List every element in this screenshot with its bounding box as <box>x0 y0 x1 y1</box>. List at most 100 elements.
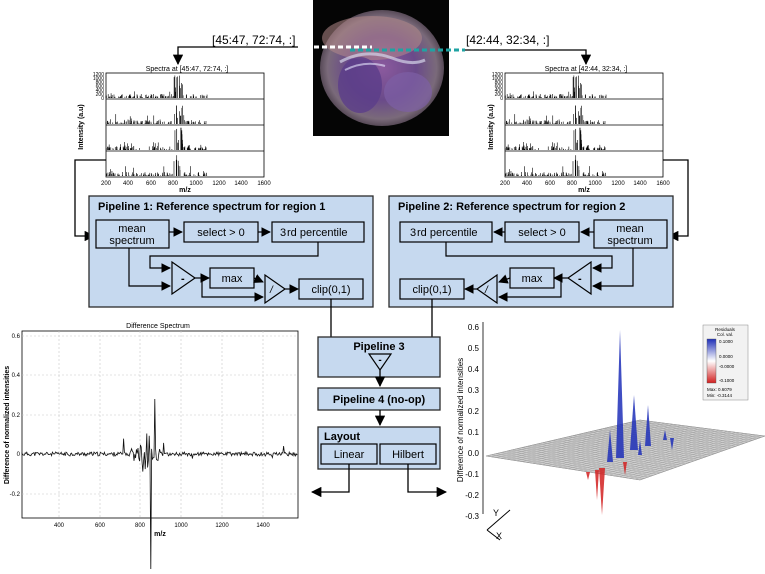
left-slice-label: [45:47, 72:74, :] <box>212 33 295 47</box>
arrow-to-left-spectra <box>172 46 298 66</box>
colorbar-min: Min: -0.3144 <box>707 393 733 398</box>
ytick: 0 <box>17 452 21 458</box>
ztick: -0.2 <box>465 491 479 500</box>
colorbar-title: Col. val. <box>717 332 733 337</box>
colorbar-title: Residuals <box>715 327 736 332</box>
right-spectra-xticks: 200 400 600 800 1000 1200 1400 1600 <box>500 181 670 187</box>
ytick: 0.2 <box>12 413 21 419</box>
ytick: 1000 <box>492 76 503 82</box>
ytick: 0.6 <box>12 334 21 340</box>
difference-trace <box>21 398 298 573</box>
surface-axis-x: X <box>496 531 502 541</box>
surface-spike <box>607 430 613 462</box>
pipeline3-panel: Pipeline 3 - <box>317 336 441 378</box>
layout-title: Layout <box>324 431 360 443</box>
pipeline2-panel: Pipeline 2: Reference spectrum for regio… <box>388 195 674 308</box>
surface-spike <box>663 430 667 440</box>
left-spectra-yticks: 1200 1000 800 600 400 200 0 <box>93 72 104 102</box>
xtick: 1600 <box>257 181 271 187</box>
surface-spike <box>586 472 590 480</box>
xtick: 800 <box>567 181 578 187</box>
pipeline1-max-label: max <box>222 273 243 285</box>
ztick: 0.3 <box>468 386 480 395</box>
right-spectra-ylabel: Intensity (a.u) <box>488 104 495 150</box>
pipeline2-clip-label: clip(0,1) <box>412 284 451 296</box>
colorbar-gradient <box>706 338 717 384</box>
ytick: 800 <box>495 80 504 86</box>
pipeline2-title: Pipeline 2: Reference spectrum for regio… <box>398 201 625 213</box>
right-spectra-stack: Spectra at [42:44, 32:34, :] Intensity (… <box>488 66 670 194</box>
ytick: 600 <box>96 84 105 90</box>
surface-axes <box>486 509 511 541</box>
pipeline2-mean-label: mean <box>616 223 644 235</box>
pipeline2-divide-label: / <box>484 285 489 296</box>
surface-spike <box>623 462 627 475</box>
left-spectra-xticks: 200 400 600 800 1000 1200 1400 1600 <box>101 181 271 187</box>
colorbar-tick: -0.1000 <box>719 378 735 383</box>
layout-hilbert-label: Hilbert <box>392 449 424 461</box>
pipeline4-title: Pipeline 4 (no-op) <box>333 394 426 406</box>
xtick: 1000 <box>189 181 203 187</box>
pipeline1-divide-label: / <box>269 285 274 296</box>
ztick: 0.5 <box>468 344 480 353</box>
pipeline3-title: Pipeline 3 <box>353 341 404 353</box>
layout-panel: Layout Linear Hilbert <box>317 426 441 470</box>
xtick: 1400 <box>234 181 248 187</box>
ytick: 0 <box>101 96 104 102</box>
left-spectra-title: Spectra at [45:47, 72:74, :] <box>146 66 229 73</box>
arrow-spectra-to-pipeline2 <box>663 159 689 242</box>
xtick: 1000 <box>174 523 188 529</box>
layout-linear-label: Linear <box>334 449 365 461</box>
xtick: 1000 <box>588 181 602 187</box>
ytick: 1200 <box>492 72 503 78</box>
pipeline2-max-label: max <box>522 273 543 285</box>
right-spectra-yticks: 1200 1000 800 600 400 200 0 <box>492 72 503 102</box>
surface-spike <box>595 470 599 500</box>
pipeline1-subtract-op <box>171 260 197 296</box>
arrow-to-right-spectra <box>465 49 592 66</box>
pipeline1-percentile-label: rd percentile <box>287 227 348 239</box>
surface-axis-y: Y <box>493 508 499 518</box>
pipeline4-panel: Pipeline 4 (no-op) <box>317 387 441 411</box>
left-spectra-stack: Spectra at [45:47, 72:74, :] Intensity (… <box>78 66 271 194</box>
ytick: 200 <box>96 92 105 98</box>
pipeline1-percentile-num: 3 <box>280 227 286 239</box>
ztick: -0.1 <box>465 470 479 479</box>
ztick: 0.2 <box>468 407 480 416</box>
surface-zlabel: Difference of normalized intensities <box>456 358 465 482</box>
pipeline1-panel: Pipeline 1: Reference spectrum for regio… <box>88 195 374 308</box>
ytick: 0 <box>500 96 503 102</box>
difference-chart-xlabel: m/z <box>154 531 166 538</box>
pipeline2-subtract-op <box>566 260 592 296</box>
difference-chart-ylabel: Difference of normalized intensities <box>4 366 11 484</box>
xtick: 200 <box>101 181 112 187</box>
ytick: 200 <box>495 92 504 98</box>
pipeline1-mean-label: spectrum <box>109 235 154 247</box>
surface-spike <box>638 440 642 455</box>
surface-spike <box>599 468 605 515</box>
xtick: 400 <box>54 523 65 529</box>
xtick: 600 <box>95 523 106 529</box>
colorbar-tick: 0.0000 <box>719 354 733 359</box>
xtick: 1600 <box>656 181 670 187</box>
pipeline1-divide-op <box>264 273 287 305</box>
ytick: 400 <box>96 88 105 94</box>
ytick: 1200 <box>93 72 104 78</box>
xtick: 600 <box>545 181 556 187</box>
pipeline1-select-label: select > 0 <box>197 227 244 239</box>
surface-spike <box>645 405 651 446</box>
ztick: 0.0 <box>468 449 480 458</box>
xtick: 1200 <box>212 181 226 187</box>
difference-chart: Difference Spectrum Difference of normal… <box>4 323 299 573</box>
ztick: 0.1 <box>468 428 480 437</box>
xtick: 200 <box>500 181 511 187</box>
pipeline1-mean-label: mean <box>118 223 146 235</box>
ytick: 0.4 <box>12 373 21 379</box>
pipeline2-mean-box <box>593 219 668 249</box>
arrow-spectra-to-pipeline1 <box>74 159 106 242</box>
surface-spike <box>670 438 674 450</box>
colorbar-max: Max: 0.6079 <box>707 387 732 392</box>
pipeline2-divide-op <box>475 273 498 305</box>
surface-spike <box>616 330 624 458</box>
